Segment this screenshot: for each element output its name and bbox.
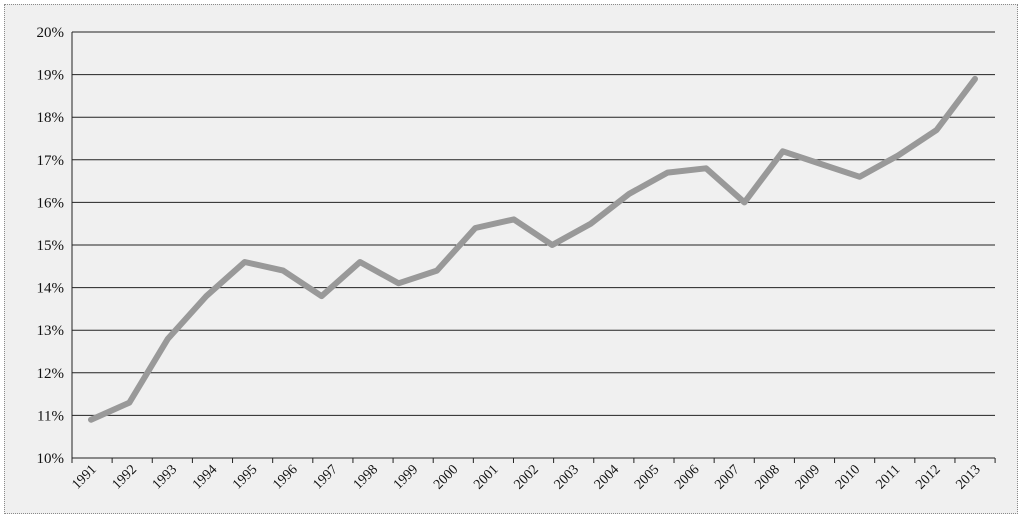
- x-tick-label: 2007: [712, 462, 742, 492]
- x-tick-label: 2011: [873, 462, 903, 492]
- x-tick-label: 2002: [511, 462, 541, 492]
- y-tick-label: 19%: [37, 68, 65, 84]
- y-tick-label: 10%: [37, 451, 65, 467]
- y-tick-label: 13%: [37, 323, 65, 339]
- y-tick-label: 20%: [37, 25, 65, 41]
- x-tick-label: 1992: [110, 462, 140, 492]
- y-tick-label: 15%: [37, 238, 65, 254]
- x-tick-label: 1991: [69, 462, 99, 492]
- x-tick-label: 2013: [953, 462, 983, 492]
- x-tick-label: 1994: [190, 462, 220, 492]
- x-tick-label: 1996: [270, 462, 300, 492]
- x-tick-label: 1999: [391, 462, 421, 492]
- x-tick-label: 1995: [230, 462, 260, 492]
- y-axis-ticks: 10% 11% 12% 13% 14% 15% 16% 17% 18% 19% 20%: [37, 25, 65, 467]
- x-tick-label: 2009: [793, 462, 823, 492]
- x-tick-label: 2012: [913, 462, 943, 492]
- x-tick-label: 2000: [431, 462, 461, 492]
- gridlines: [71, 31, 995, 459]
- x-tick-label: 2001: [471, 462, 501, 492]
- x-tick-label: 2006: [672, 462, 702, 492]
- y-tick-label: 14%: [37, 281, 65, 297]
- x-tick-label: 2005: [632, 462, 662, 492]
- y-tick-label: 16%: [37, 195, 65, 211]
- chart-frame: [4, 4, 1018, 514]
- y-tick-label: 11%: [37, 408, 64, 424]
- x-tick-label: 2004: [592, 462, 622, 492]
- x-tick-label: 2008: [753, 462, 783, 492]
- y-tick-label: 18%: [37, 110, 65, 126]
- series-layer: [88, 75, 978, 423]
- x-axis-ticks: 1991 1992 1993 1994 1995 1996 1997 1998 1999 2000…: [69, 458, 996, 493]
- y-tick-label: 17%: [37, 153, 65, 169]
- series-line: [88, 75, 978, 423]
- x-tick-label: 1998: [351, 462, 381, 492]
- x-tick-label: 1997: [311, 462, 341, 492]
- x-tick-label: 2003: [552, 462, 582, 492]
- x-tick-label: 1993: [150, 462, 180, 492]
- y-tick-label: 12%: [37, 366, 65, 382]
- x-tick-label: 2010: [833, 462, 863, 492]
